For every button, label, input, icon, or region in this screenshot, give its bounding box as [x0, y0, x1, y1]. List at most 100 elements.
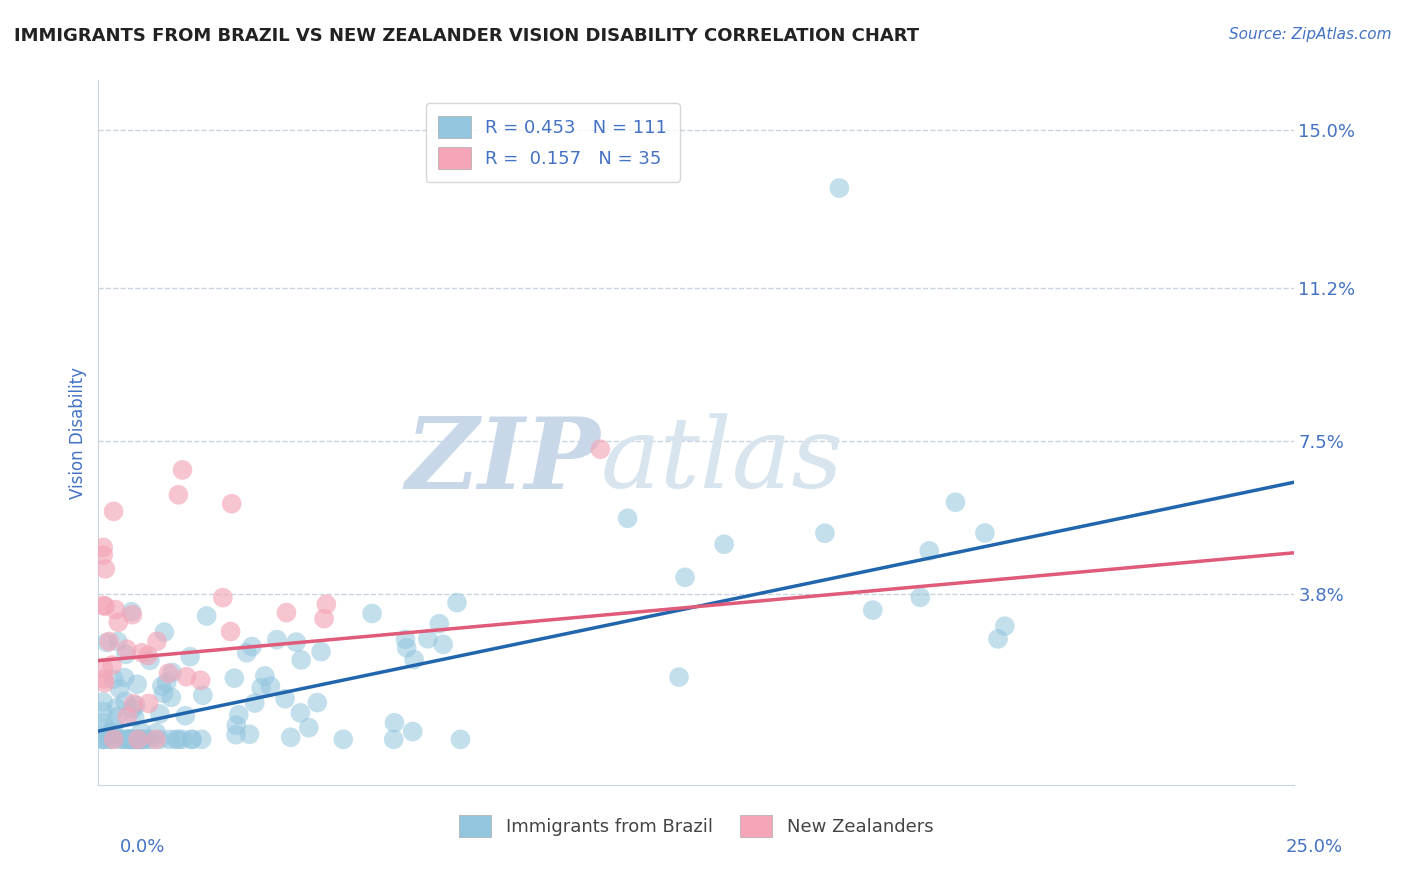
- Text: atlas: atlas: [600, 413, 844, 508]
- Point: [974, 526, 997, 541]
- Point: [91, 660, 114, 674]
- Point: [361, 607, 384, 621]
- Point: [127, 677, 149, 691]
- Point: [145, 725, 167, 739]
- Point: [285, 635, 308, 649]
- Point: [127, 732, 149, 747]
- Point: [225, 718, 247, 732]
- Point: [93, 722, 115, 736]
- Point: [152, 686, 174, 700]
- Point: [114, 671, 136, 685]
- Point: [427, 616, 450, 631]
- Point: [250, 681, 273, 695]
- Point: [107, 615, 129, 630]
- Point: [828, 181, 851, 195]
- Point: [382, 732, 405, 747]
- Point: [91, 732, 114, 747]
- Point: [259, 679, 281, 693]
- Point: [446, 596, 468, 610]
- Point: [108, 732, 131, 747]
- Point: [96, 635, 118, 649]
- Point: [235, 646, 257, 660]
- Text: ZIP: ZIP: [405, 413, 600, 509]
- Point: [149, 706, 172, 721]
- Point: [93, 675, 115, 690]
- Point: [124, 698, 146, 713]
- Point: [918, 544, 941, 558]
- Point: [172, 732, 194, 747]
- Point: [150, 679, 173, 693]
- Point: [276, 606, 298, 620]
- Point: [139, 653, 162, 667]
- Point: [432, 637, 454, 651]
- Point: [167, 488, 190, 502]
- Point: [212, 591, 235, 605]
- Point: [221, 497, 243, 511]
- Point: [91, 541, 114, 555]
- Point: [105, 710, 128, 724]
- Point: [394, 632, 416, 647]
- Point: [136, 648, 159, 663]
- Point: [121, 605, 143, 619]
- Point: [165, 732, 187, 747]
- Point: [238, 727, 260, 741]
- Point: [176, 670, 198, 684]
- Point: [195, 609, 218, 624]
- Point: [114, 694, 136, 708]
- Point: [146, 634, 169, 648]
- Point: [91, 732, 114, 747]
- Point: [274, 691, 297, 706]
- Text: 25.0%: 25.0%: [1285, 838, 1343, 856]
- Point: [280, 731, 302, 745]
- Point: [122, 702, 145, 716]
- Point: [402, 724, 425, 739]
- Point: [910, 591, 932, 605]
- Point: [103, 504, 125, 518]
- Point: [101, 658, 124, 673]
- Point: [190, 673, 212, 688]
- Point: [120, 732, 142, 747]
- Point: [122, 732, 145, 747]
- Point: [136, 732, 159, 747]
- Point: [240, 640, 263, 654]
- Point: [149, 732, 172, 747]
- Point: [145, 732, 167, 747]
- Point: [384, 715, 406, 730]
- Point: [228, 707, 250, 722]
- Point: [103, 672, 125, 686]
- Point: [616, 511, 638, 525]
- Point: [117, 709, 139, 723]
- Point: [668, 670, 690, 684]
- Point: [98, 732, 121, 747]
- Point: [172, 463, 194, 477]
- Point: [153, 625, 176, 640]
- Point: [122, 732, 145, 747]
- Point: [108, 681, 131, 696]
- Point: [91, 695, 114, 709]
- Point: [156, 675, 179, 690]
- Point: [332, 732, 354, 747]
- Point: [673, 570, 696, 584]
- Point: [180, 732, 202, 747]
- Point: [91, 705, 114, 719]
- Point: [103, 720, 125, 734]
- Text: 0.0%: 0.0%: [120, 838, 165, 856]
- Point: [91, 548, 114, 562]
- Point: [118, 732, 141, 747]
- Point: [416, 632, 439, 646]
- Point: [139, 732, 162, 747]
- Point: [103, 732, 125, 747]
- Point: [104, 602, 127, 616]
- Point: [994, 619, 1017, 633]
- Point: [115, 648, 138, 662]
- Point: [127, 732, 149, 747]
- Point: [309, 645, 332, 659]
- Point: [450, 732, 472, 747]
- Point: [122, 697, 145, 711]
- Point: [129, 724, 152, 739]
- Point: [298, 721, 321, 735]
- Point: [124, 732, 146, 747]
- Point: [91, 732, 114, 747]
- Point: [157, 666, 180, 681]
- Point: [713, 537, 735, 551]
